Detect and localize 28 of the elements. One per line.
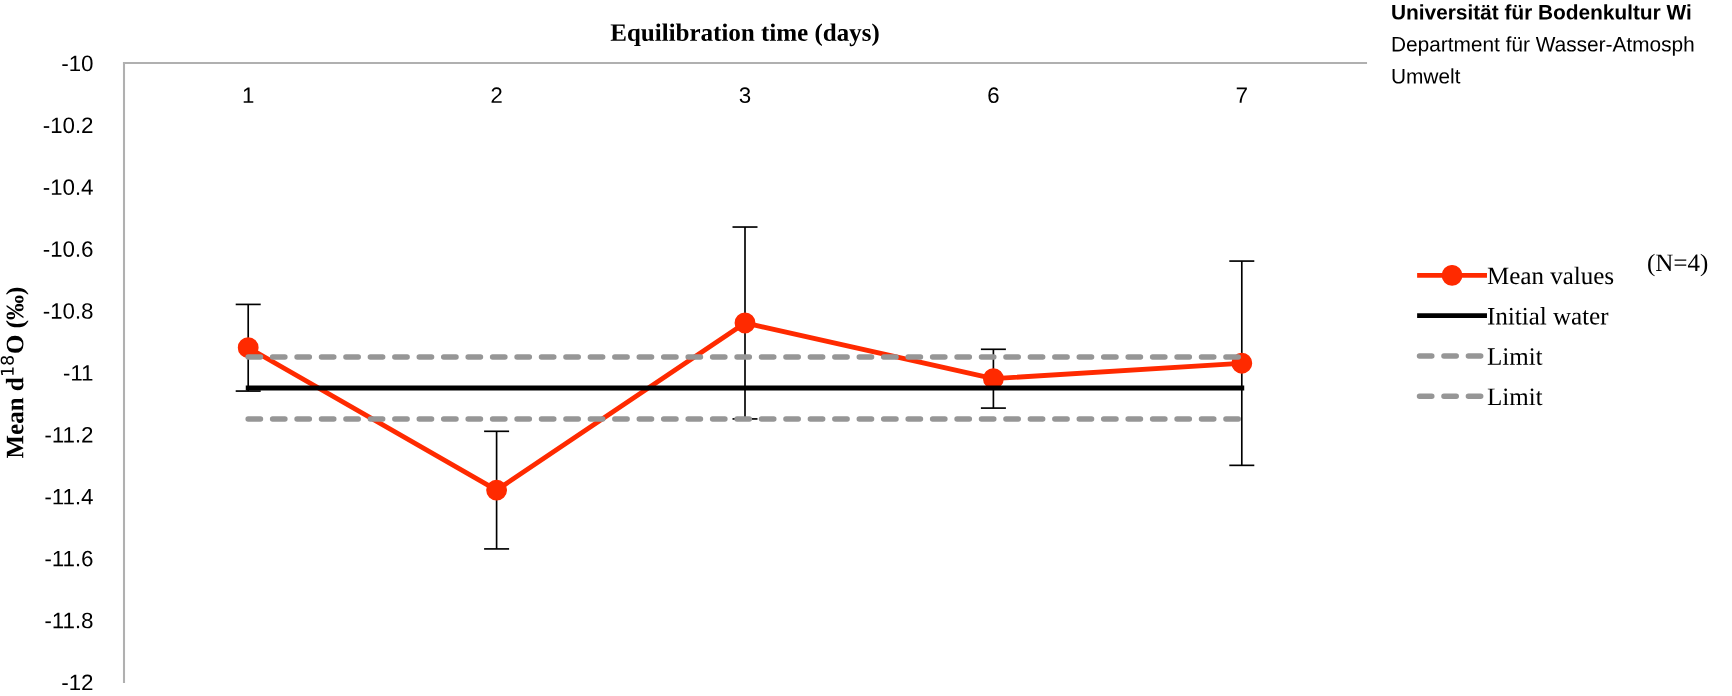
- x-axis-title: Equilibration time (days): [610, 23, 879, 47]
- y-tick-label: -11.8: [45, 612, 93, 629]
- x-tick-label: 2: [491, 87, 502, 103]
- point: [486, 479, 508, 501]
- x-tick-label: 7: [1236, 87, 1247, 103]
- x-tick-label: 6: [988, 87, 999, 104]
- legend-label: Initial water: [1487, 307, 1609, 325]
- x-tick-label: 1: [243, 87, 254, 103]
- y-axis-title: Mean d$^{18}$O (‰): [0, 287, 29, 459]
- y-tick-label: -10.2: [43, 117, 93, 134]
- y-tick-label: -11.4: [45, 489, 93, 505]
- y-tick-label: -11.2: [45, 426, 93, 443]
- text: Universität für Bodenkultur Wi: [1392, 4, 1691, 20]
- y-tick-label: -11.6: [45, 550, 93, 567]
- y-tick-label: -10: [62, 55, 93, 72]
- text: Department für Wasser-Atmosph: [1392, 36, 1694, 56]
- text: (N=4): [1648, 253, 1708, 277]
- legend-label: Limit: [1487, 348, 1543, 365]
- x-tick-label: 3: [739, 87, 751, 104]
- y-tick-label: -10.4: [43, 179, 93, 196]
- legend-label: Limit: [1487, 388, 1543, 406]
- y-tick-label: -10.8: [43, 303, 93, 319]
- y-tick-label: -11: [63, 365, 93, 381]
- y-tick-label: -12: [62, 674, 93, 691]
- legend-label: Mean values: [1487, 266, 1614, 285]
- y-tick-label: -10.6: [43, 241, 93, 257]
- text: Umwelt: [1392, 68, 1461, 84]
- point: [734, 312, 756, 334]
